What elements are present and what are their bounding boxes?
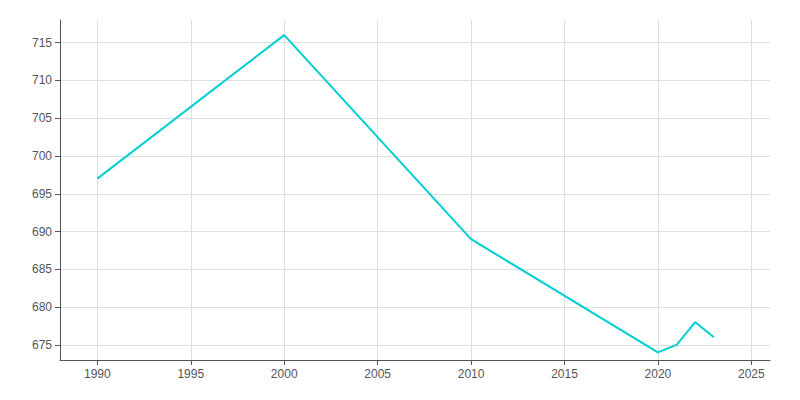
svg-text:2020: 2020 [645, 367, 672, 381]
svg-text:715: 715 [32, 36, 52, 50]
svg-text:2015: 2015 [551, 367, 578, 381]
svg-text:695: 695 [32, 187, 52, 201]
svg-text:1995: 1995 [177, 367, 204, 381]
svg-text:2010: 2010 [458, 367, 485, 381]
svg-text:700: 700 [32, 149, 52, 163]
svg-text:705: 705 [32, 111, 52, 125]
svg-text:2000: 2000 [271, 367, 298, 381]
svg-text:690: 690 [32, 225, 52, 239]
svg-text:685: 685 [32, 262, 52, 276]
svg-text:710: 710 [32, 73, 52, 87]
svg-text:1990: 1990 [84, 367, 111, 381]
svg-text:680: 680 [32, 300, 52, 314]
svg-text:675: 675 [32, 338, 52, 352]
svg-text:2025: 2025 [738, 367, 765, 381]
svg-text:2005: 2005 [364, 367, 391, 381]
